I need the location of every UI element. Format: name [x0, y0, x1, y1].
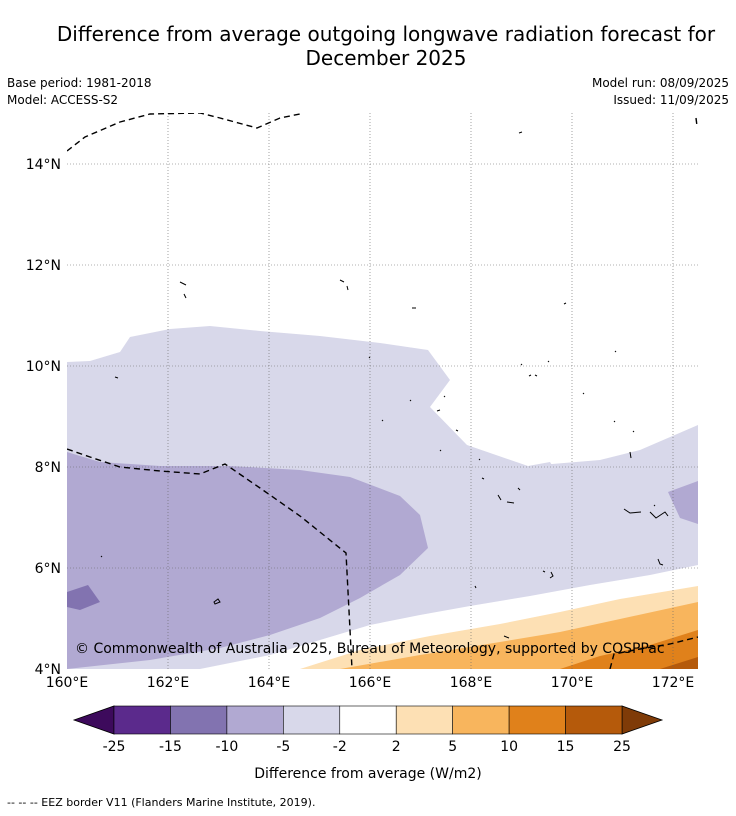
model-name: Model: ACCESS-S2: [7, 93, 119, 107]
lon-tick-label: 162°E: [147, 675, 190, 691]
title-line-1: Difference from average outgoing longwav…: [56, 22, 716, 46]
meta-right: Model run: 08/09/2025 Issued: 11/09/2025: [592, 75, 729, 109]
colorbar-segment: [226, 705, 284, 735]
lon-tick-label: 172°E: [652, 675, 695, 691]
colorbar-segment: [565, 705, 623, 735]
eez-border-east: [695, 117, 698, 127]
colorbar-tick-label: 5: [448, 739, 457, 755]
gridlines: [67, 113, 698, 669]
eez-borders: [67, 113, 698, 669]
colorbar-tick-label: 2: [392, 739, 401, 755]
eez-border-north: [67, 113, 301, 152]
lat-tick-labels: 4°N 6°N 8°N 10°N 12°N 14°N: [26, 157, 61, 678]
meta-left: Base period: 1981-2018 Model: ACCESS-S2: [7, 75, 152, 109]
model-run: Model run: 08/09/2025: [591, 76, 729, 90]
eez-border-central: [67, 448, 353, 669]
contour-band-minus10-east: [668, 481, 698, 524]
lat-tick-label: 10°N: [26, 359, 61, 375]
lat-tick-label: 4°N: [35, 662, 61, 678]
colorbar-tick-label: -15: [159, 739, 182, 755]
contour-band-minus15: [67, 585, 100, 610]
island: [179, 131, 567, 309]
island: [623, 504, 669, 519]
colorbar-tick-label: -5: [276, 739, 290, 755]
chart-title: Difference from average outgoing longwav…: [0, 22, 736, 70]
colorbar-tick-label: 25: [613, 739, 631, 755]
colorbar-under-triangle: [72, 705, 115, 735]
lat-tick-label: 8°N: [35, 460, 61, 476]
contour-band-plus15: [660, 657, 698, 669]
lat-tick-label: 6°N: [35, 561, 61, 577]
colorbar-segment: [395, 705, 453, 735]
colorbar-segment: [452, 705, 510, 735]
island: [100, 555, 664, 589]
island: [114, 356, 459, 452]
lat-tick-label: 12°N: [26, 258, 61, 274]
colorbar-segment: [113, 705, 171, 735]
lon-tick-label: 164°E: [248, 675, 291, 691]
lon-tick-label: 168°E: [450, 675, 493, 691]
title-line-2: December 2025: [305, 46, 467, 70]
colorbar-segment: [283, 705, 341, 735]
island: [478, 458, 521, 504]
map-plot-area: [67, 113, 698, 669]
colorbar-tick-label: -25: [103, 739, 126, 755]
colorbar-segment: [170, 705, 228, 735]
island: [213, 598, 510, 639]
lon-tick-label: 160°E: [46, 675, 89, 691]
lon-tick-label: 170°E: [551, 675, 594, 691]
colorbar-label: Difference from average (W/m2): [254, 766, 481, 782]
colorbar-segments: [113, 705, 623, 735]
issued-date: Issued: 11/09/2025: [613, 93, 729, 107]
eez-border-southeast: [609, 636, 698, 669]
colorbar-tick-label: -2: [333, 739, 347, 755]
colorbar-tick-label: -10: [215, 739, 238, 755]
base-period: Base period: 1981-2018: [7, 76, 152, 90]
lon-tick-label: 166°E: [349, 675, 392, 691]
colorbar: -25 -15 -10 -5 -2 2 5 10 15 25 Difference from av…: [72, 705, 664, 782]
colorbar-tick-label: 10: [500, 739, 518, 755]
colorbar-tick-label: 15: [557, 739, 575, 755]
colorbar-over-triangle: [621, 705, 664, 735]
eez-legend-footnote: -- -- -- EEZ border V11 (Flanders Marine…: [7, 796, 316, 809]
islands: [100, 131, 669, 639]
island: [520, 350, 635, 459]
contour-band-plus5: [340, 602, 698, 669]
colorbar-segment: [508, 705, 566, 735]
lon-tick-labels: 160°E 162°E 164°E 166°E 168°E 170°E 172°…: [46, 675, 695, 691]
contour-band-minus10: [67, 452, 428, 669]
copyright-text: © Commonwealth of Australia 2025, Bureau…: [75, 641, 665, 657]
lat-tick-label: 14°N: [26, 157, 61, 173]
contour-band-plus10: [560, 630, 698, 669]
colorbar-tick-labels: -25 -15 -10 -5 -2 2 5 10 15 25: [103, 739, 631, 755]
colorbar-segment: [339, 705, 397, 735]
